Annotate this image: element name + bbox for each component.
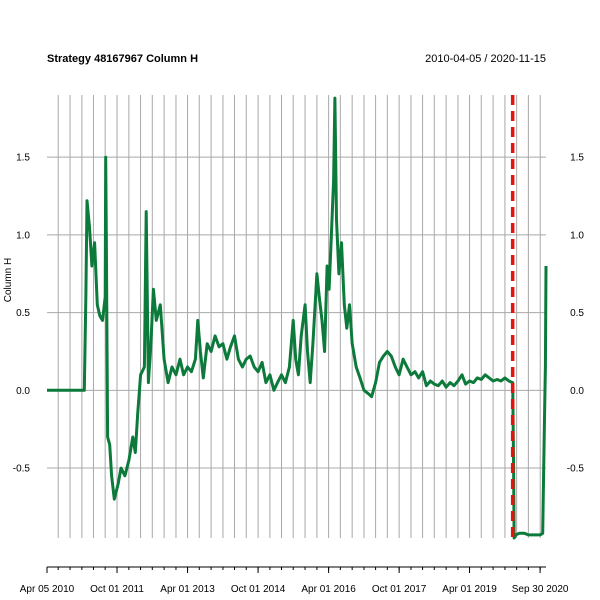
- y-tick-label-right: 1.0: [570, 230, 584, 241]
- x-tick-label: Apr 01 2013: [160, 584, 215, 595]
- chart-date-range: 2010-04-05 / 2020-11-15: [425, 53, 546, 65]
- y-tick-label-left: 1.5: [16, 153, 30, 164]
- y-tick-label-left: 0.5: [16, 308, 30, 319]
- y-tick-label-left: 0.0: [16, 386, 30, 397]
- series-layer: [47, 95, 548, 540]
- x-tick-label: Apr 01 2016: [301, 584, 356, 595]
- chart-title: Strategy 48167967 Column H: [47, 53, 198, 65]
- x-tick-label: Oct 01 2014: [231, 584, 286, 595]
- y-axis-ticks: -0.5 -0.5 0.0 0.0 0.5 0.5 1.0 1.0 1.5 1.5: [13, 153, 585, 475]
- series-line: [47, 96, 548, 540]
- y-tick-label-right: -0.5: [567, 464, 585, 475]
- x-tick-label: Oct 01 2017: [372, 584, 427, 595]
- y-tick-label-right: 0.0: [570, 386, 584, 397]
- y-tick-label-left: 1.0: [16, 230, 30, 241]
- y-axis-label: Column H: [3, 258, 14, 302]
- y-tick-label-left: -0.5: [13, 464, 31, 475]
- grid-lines: [47, 95, 546, 538]
- x-tick-label: Apr 01 2019: [442, 584, 497, 595]
- y-tick-label-right: 1.5: [570, 153, 584, 164]
- x-tick-label: Apr 05 2010: [20, 584, 75, 595]
- x-tick-label: Oct 01 2011: [90, 584, 144, 595]
- x-axis-ticks: Apr 05 2010 Oct 01 2011 Apr 01 2013 Oct 01 …: [20, 566, 569, 595]
- x-tick-label: Sep 30 2020: [512, 584, 569, 595]
- y-tick-label-right: 0.5: [570, 308, 584, 319]
